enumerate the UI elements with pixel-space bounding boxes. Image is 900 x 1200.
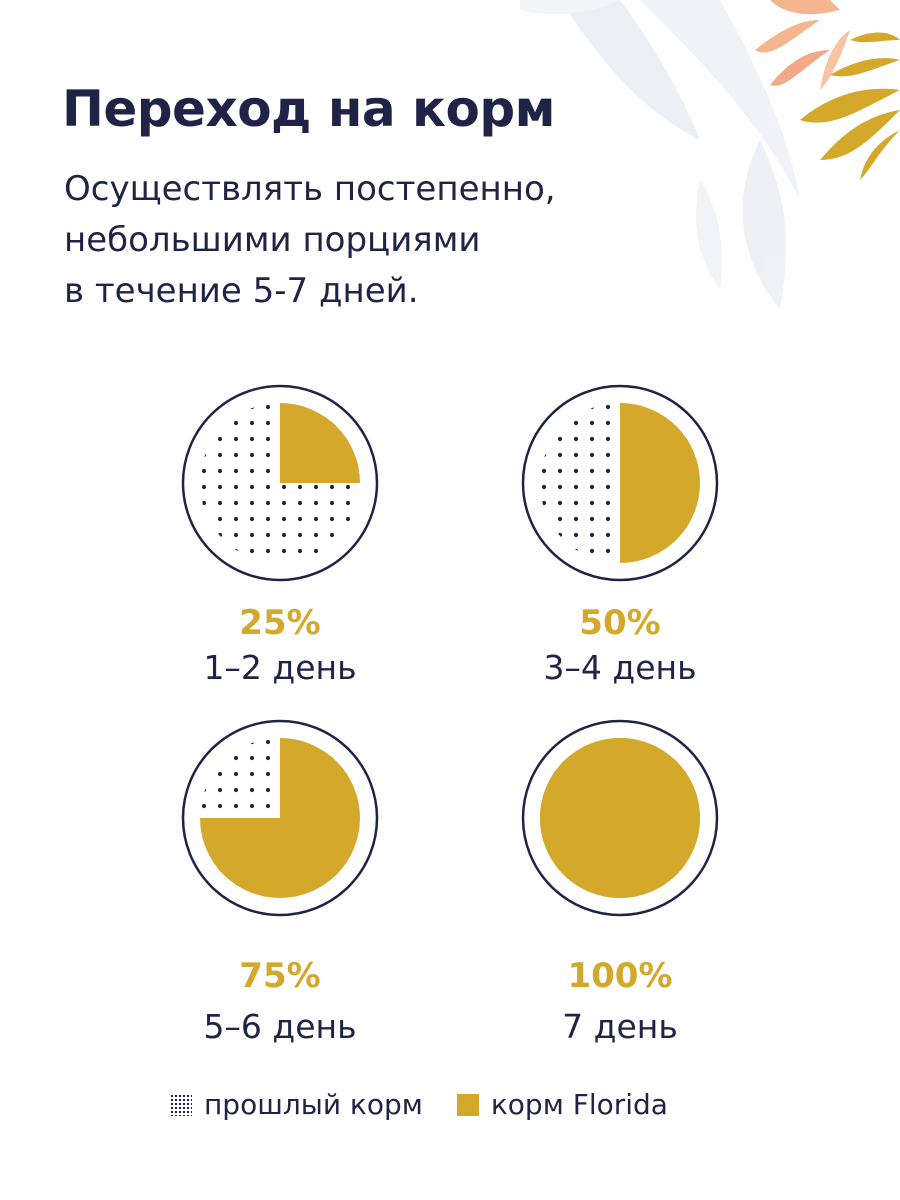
dots-swatch-icon [170, 1093, 192, 1116]
gold-swatch-icon [456, 1093, 479, 1116]
pie-chart-3: 75% 5–6 день [150, 718, 410, 1046]
subtitle-line-1: Осуществлять постепенно, [64, 169, 556, 209]
pie-new-food-slice [200, 738, 360, 898]
pie-new-food-slice [539, 738, 700, 898]
pie-graphic-3 [181, 719, 379, 917]
pie-graphic-4 [521, 719, 719, 917]
pie-days-label: 5–6 день [203, 1007, 357, 1047]
page-subtitle: Осуществлять постепенно, небольшими порц… [64, 164, 624, 317]
pie-chart-1: 25% 1–2 день [150, 383, 410, 687]
pie-new-food-slice [280, 403, 360, 483]
legend-item-new-food: корм Florida [456, 1088, 668, 1121]
pie-days-label: 7 день [562, 1007, 678, 1047]
pie-days-label: 1–2 день [203, 648, 357, 688]
legend-item-old-food: прошлый корм [170, 1088, 423, 1121]
legend: прошлый корм корм Florida [170, 1088, 702, 1121]
pie-percent-label: 25% [239, 603, 321, 643]
pie-percent-label: 75% [239, 956, 321, 996]
pie-chart-4: 100% 7 день [490, 718, 750, 1046]
subtitle-line-2: небольшими порциями [64, 220, 481, 260]
pie-new-food-slice [620, 403, 700, 563]
legend-label-old-food: прошлый корм [204, 1088, 423, 1121]
pie-chart-2: 50% 3–4 день [490, 383, 750, 687]
pie-percent-label: 50% [579, 603, 661, 643]
subtitle-line-3: в течение 5-7 дней. [64, 271, 419, 311]
pie-days-label: 3–4 день [543, 648, 697, 688]
pie-graphic-1 [181, 384, 379, 582]
pie-percent-label: 100% [567, 956, 673, 996]
legend-label-new-food: корм Florida [490, 1088, 668, 1121]
pie-graphic-2 [521, 384, 719, 582]
page-title: Переход на корм [62, 80, 556, 138]
